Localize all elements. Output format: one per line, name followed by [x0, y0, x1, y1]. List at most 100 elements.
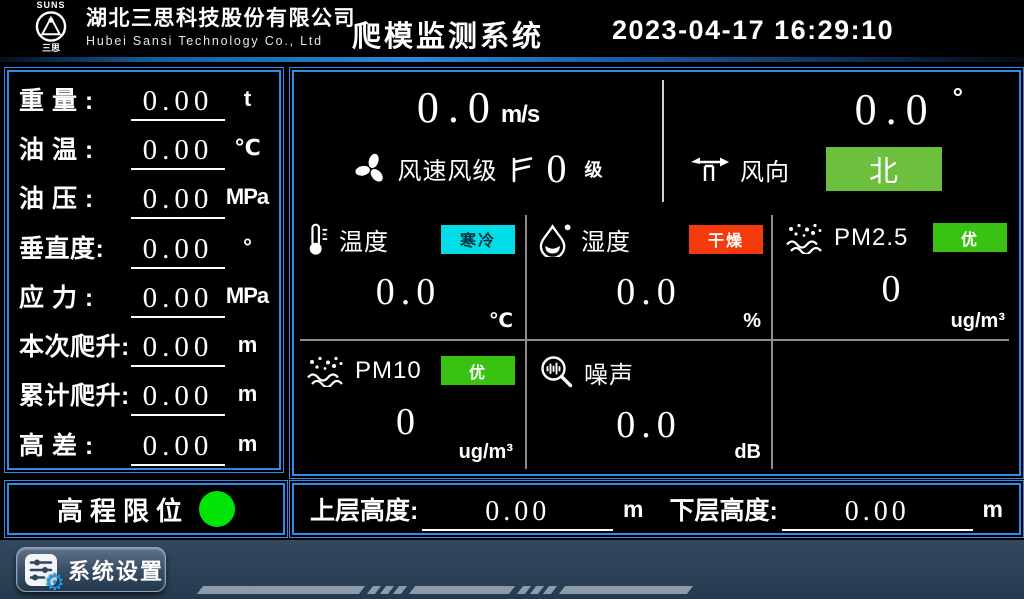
- sensor-cell-pm25: PM2.5 优 0 ug/m³: [773, 208, 1015, 338]
- sensor-unit: ug/m³: [950, 310, 1005, 332]
- settings-button-label: 系统设置: [68, 558, 165, 584]
- measure-label: 本次爬升:: [19, 333, 130, 362]
- sensor-label: PM2.5: [834, 223, 909, 251]
- dust-particles-icon: [786, 223, 822, 254]
- company-name: 湖北三思科技股份有限公司 Hubei Sansi Technology Co.,…: [86, 6, 356, 50]
- sensor-unit: ug/m³: [458, 441, 513, 463]
- wind-speed-caption: 风速风级 0 级: [294, 145, 662, 192]
- measure-label: 垂直度:: [19, 234, 105, 263]
- settings-sliders-icon: ⚙: [24, 553, 65, 596]
- wind-speed-value: 0.0: [416, 83, 499, 132]
- humidity-status-badge: 干燥: [689, 224, 763, 254]
- pm25-status-badge: 优: [933, 223, 1007, 252]
- measure-row-weight: 重 量 : 0.00 t: [19, 74, 269, 123]
- measure-value: 0.00: [131, 233, 225, 269]
- sensor-label: PM10: [355, 356, 422, 384]
- company-logo: SUNS 三思: [22, 1, 80, 57]
- measure-row-stress: 应 力 : 0.00 MPa: [19, 271, 269, 320]
- grid-divider-vertical-1: [525, 215, 527, 469]
- measure-value: 0.00: [131, 134, 225, 170]
- measure-unit: m: [237, 332, 258, 358]
- measure-value: 0.00: [131, 282, 225, 318]
- sensor-label: 湿度: [581, 228, 631, 256]
- upper-height-value: 0.00: [422, 496, 614, 531]
- noise-meter-icon: [541, 356, 573, 388]
- wind-direction-section: 0.0 ° 风向 北: [664, 72, 1015, 207]
- elevation-limit-box: 高程限位: [4, 480, 288, 538]
- measure-label: 重 量 :: [19, 86, 94, 115]
- wind-speed-unit: m/s: [500, 101, 540, 128]
- footer-decoration-slash: [516, 586, 532, 594]
- wind-direction-badge: 北: [826, 147, 942, 191]
- measure-value: 0.00: [131, 85, 225, 121]
- droplet-icon: [539, 224, 571, 257]
- wind-speed-section: 0.0m/s 风速风级 0 级: [294, 72, 662, 207]
- measure-label: 累计爬升:: [19, 382, 130, 411]
- sensor-cell-temperature: 温度 寒冷 0.0 ℃: [294, 208, 523, 338]
- sensor-cell-humidity: 湿度 干燥 0.0 %: [527, 208, 771, 338]
- footer-decoration-slash: [366, 586, 382, 594]
- footer-decoration-slash: [379, 586, 395, 594]
- footer-decoration-slash: [542, 586, 558, 594]
- elevation-limit-indicator: [199, 491, 235, 527]
- sensor-value: 0.0: [375, 271, 442, 313]
- sensor-value: 0: [396, 401, 421, 443]
- fan-icon: [354, 153, 383, 182]
- system-settings-button[interactable]: ⚙ 系统设置: [16, 547, 166, 596]
- environment-panel: 0.0m/s 风速风级 0 级: [289, 67, 1024, 479]
- sensor-header: 温度 寒冷: [294, 208, 523, 257]
- pm10-status-badge: 优: [441, 356, 515, 385]
- grid-divider-vertical-2: [771, 215, 773, 469]
- company-name-cn: 湖北三思科技股份有限公司: [86, 7, 356, 30]
- measure-row-height-diff: 高 差 : 0.00 m: [19, 419, 269, 468]
- grid-divider-horizontal: [300, 339, 1009, 341]
- page-title: 爬模监测系统: [352, 21, 545, 53]
- measure-row-total-climb: 累计爬升: 0.00 m: [19, 370, 269, 419]
- measure-value: 0.00: [131, 331, 225, 368]
- logo-text-bottom: 三思: [41, 43, 60, 53]
- measure-value: 0.00: [131, 183, 225, 220]
- wind-direction-readout: 0.0 °: [664, 82, 1015, 135]
- sensor-cell-noise: 噪声 0.0 dB: [527, 341, 771, 469]
- temperature-status-badge: 寒冷: [441, 224, 515, 254]
- upper-height-label: 上层高度:: [310, 497, 419, 525]
- footer-decoration-stripe: [196, 586, 366, 594]
- header-divider: [0, 57, 1024, 62]
- lower-height-value: 0.00: [781, 496, 973, 531]
- wind-direction-value: 0.0: [854, 85, 937, 134]
- logo-text-top: SUNS: [36, 0, 66, 10]
- sensor-value: 0.0: [616, 404, 682, 446]
- lower-height-unit: m: [982, 495, 1003, 522]
- sensor-value: 0.0: [616, 271, 682, 313]
- measurements-panel: 重 量 : 0.00 t 油 温 : 0.00 ℃ 油 压 : 0.00 MPa…: [4, 67, 284, 473]
- measure-unit: MPa: [225, 282, 269, 308]
- sensor-header: 噪声: [527, 341, 771, 390]
- layer-heights-box: 上层高度: 0.00 m 下层高度: 0.00 m: [289, 480, 1024, 538]
- wind-level-unit: 级: [584, 159, 603, 180]
- measure-unit: ℃: [234, 134, 261, 160]
- measure-label: 油 温 :: [19, 135, 94, 164]
- sensor-header: 湿度 干燥: [527, 208, 771, 257]
- wind-direction-label: 风向: [740, 158, 790, 186]
- measure-unit: °: [243, 233, 252, 259]
- sensor-header: PM2.5 优: [773, 208, 1015, 254]
- sensor-value: 0: [881, 268, 907, 310]
- footer-decoration-stripe: [408, 586, 516, 594]
- company-name-en: Hubei Sansi Technology Co., Ltd: [86, 34, 323, 48]
- sensor-label: 温度: [339, 228, 389, 256]
- measure-value: 0.00: [131, 380, 225, 417]
- footer-decoration-stripe: [558, 586, 694, 594]
- wind-level-flag-icon: [512, 156, 532, 182]
- footer-decoration-slash: [529, 586, 545, 594]
- lower-height-label: 下层高度:: [669, 497, 778, 525]
- sansi-logo-icon: [35, 11, 67, 42]
- wind-vane-icon: [691, 157, 729, 181]
- wind-level-value: 0: [546, 146, 567, 191]
- dust-particles-icon: [307, 356, 343, 387]
- measure-unit: m: [237, 381, 258, 407]
- sensor-cell-pm10: PM10 优 0 ug/m³: [294, 341, 523, 469]
- measure-unit: t: [243, 85, 251, 111]
- measure-label: 应 力 :: [19, 283, 94, 312]
- measure-label: 高 差 :: [19, 431, 94, 460]
- measure-unit: MPa: [225, 184, 269, 210]
